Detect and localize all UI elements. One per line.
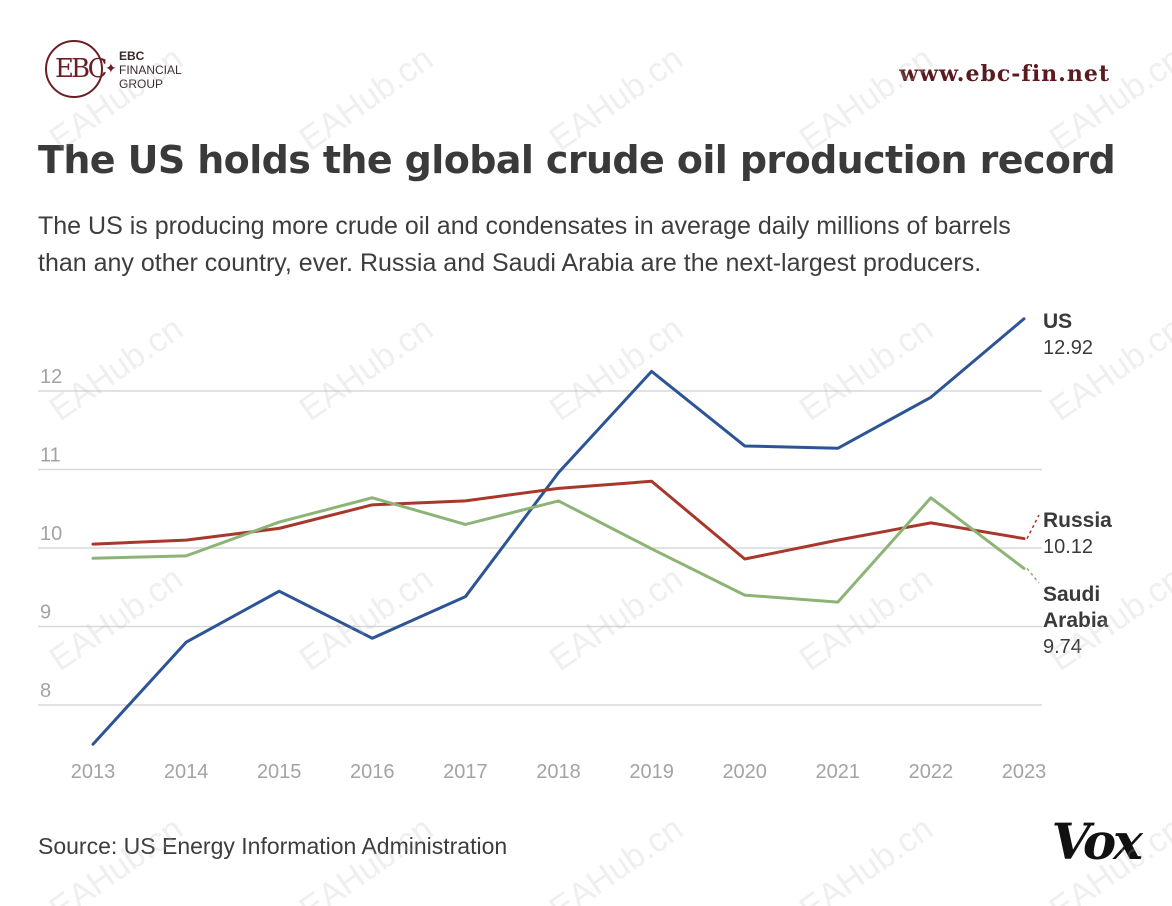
x-tick-label: 2023 [1002, 761, 1047, 783]
watermark-text: EAHub.cn [792, 809, 940, 906]
watermark-text: EAHub.cn [542, 809, 690, 906]
leader-line-russia [1026, 514, 1040, 539]
x-tick-label: 2019 [629, 761, 674, 783]
logo-line-financial: FINANCIAL [119, 63, 182, 77]
y-tick-label: 9 [40, 602, 51, 624]
subtitle-line-2: than any other country, ever. Russia and… [38, 249, 982, 277]
gridlines [38, 390, 1042, 706]
chart-title: The US holds the global crude oil produc… [38, 138, 1116, 182]
line-chart: 8 9 10 11 12 2013 2014 2015 2016 2017 2018 2019 202… [38, 310, 1112, 783]
chart-subtitle: The US is producing more crude oil and c… [38, 208, 1148, 282]
series-label-us: US [1043, 310, 1072, 333]
series-value-us: 12.92 [1043, 337, 1093, 359]
x-tick-label: 2021 [816, 761, 861, 783]
vox-logo: Vox [1051, 812, 1143, 871]
series-line-saudi-arabia [91, 496, 1026, 604]
x-tick-label: 2015 [257, 761, 302, 783]
x-tick-label: 2022 [909, 761, 954, 783]
website-url[interactable]: www.ebc-fin.net [899, 61, 1110, 87]
ebc-logo-emblem: EBC [45, 40, 107, 98]
series-label-saudi-arabia: Saudi [1043, 583, 1100, 606]
series-value-russia: 10.12 [1043, 536, 1093, 558]
series-label-saudi-arabia: Arabia [1043, 609, 1109, 632]
subtitle-line-1: The US is producing more crude oil and c… [38, 212, 1011, 240]
ebc-logo-text: EBC FINANCIAL GROUP [119, 49, 182, 91]
y-tick-label: 11 [40, 445, 61, 467]
series-end-labels: US 12.92 Russia 10.12 Saudi Arabia 9.74 [1026, 310, 1112, 658]
x-tick-label: 2013 [71, 761, 116, 783]
y-tick-label: 12 [40, 366, 62, 388]
source-note: Source: US Energy Information Administra… [38, 833, 508, 859]
series-line-us [91, 317, 1026, 746]
logo-line-group: GROUP [119, 77, 164, 91]
ebc-logo-mark: EBC [55, 54, 107, 84]
x-axis-ticks: 2013 2014 2015 2016 2017 2018 2019 2020 2021 2022… [71, 761, 1047, 783]
series-value-saudi-arabia: 9.74 [1043, 636, 1082, 658]
sparkle-icon: ✦ [105, 60, 117, 76]
x-tick-label: 2014 [164, 761, 209, 783]
x-tick-label: 2018 [536, 761, 581, 783]
x-tick-label: 2017 [443, 761, 488, 783]
y-axis-ticks: 8 9 10 11 12 [40, 366, 62, 702]
x-tick-label: 2016 [350, 761, 395, 783]
series-lines [91, 317, 1026, 746]
ebc-logo: EBC ✦ EBC FINANCIAL GROUP [45, 40, 215, 104]
x-tick-label: 2020 [722, 761, 767, 783]
y-tick-label: 10 [40, 523, 62, 545]
series-label-russia: Russia [1043, 509, 1112, 532]
leader-line-saudi-arabia [1026, 567, 1040, 584]
logo-line-ebc: EBC [119, 49, 145, 63]
y-tick-label: 8 [40, 680, 51, 702]
